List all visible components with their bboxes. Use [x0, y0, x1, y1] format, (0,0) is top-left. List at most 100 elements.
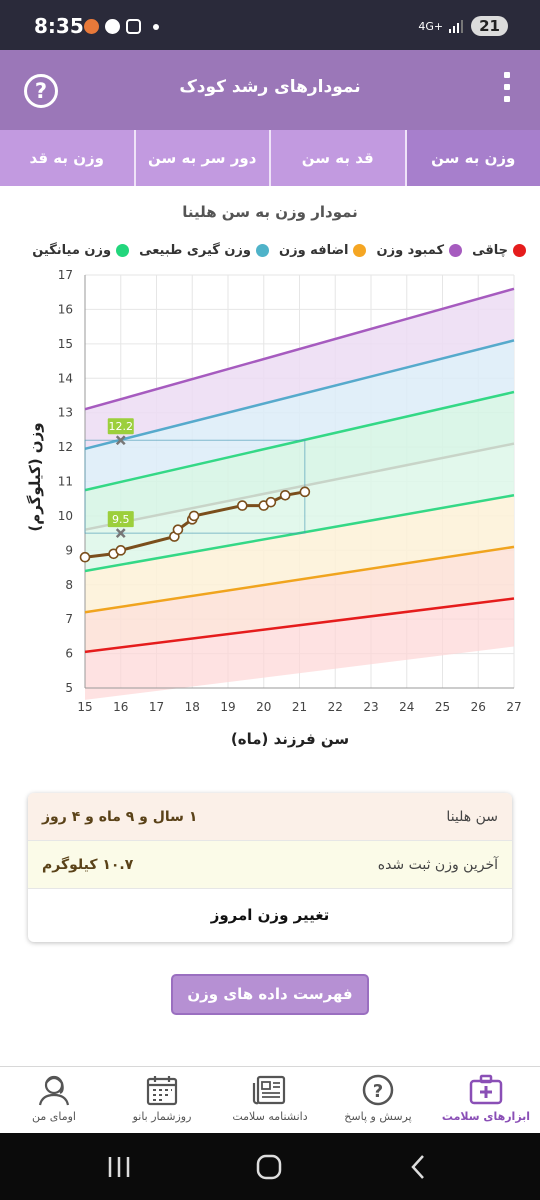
range-band [85, 495, 514, 613]
legend-item[interactable]: اضافه وزن [279, 243, 367, 258]
reference-line [84, 339, 515, 451]
reference-line [84, 287, 515, 411]
status-time: 8:35 [34, 14, 84, 38]
emoji-notification-icon [105, 19, 120, 34]
legend-item[interactable]: وزن گیری طبیعی [139, 243, 269, 258]
weight-list-button[interactable]: فهرست داده های وزن هلینا [171, 974, 369, 1040]
legend-item[interactable]: کمبود وزن [376, 243, 463, 258]
y-tick-label: 12 [58, 440, 73, 454]
question-icon: ? [362, 1074, 394, 1106]
legend-label: چاقی [472, 243, 508, 258]
y-tick-label: 10 [58, 509, 73, 523]
network-label: 4G+ [418, 19, 444, 33]
legend-label: وزن گیری طبیعی [139, 243, 251, 258]
app-bar: ? نمودارهای رشد کودک [0, 50, 540, 130]
y-tick-label: 13 [58, 406, 73, 420]
legend-dot [449, 244, 463, 257]
x-tick-label: 24 [399, 700, 414, 712]
x-tick-label: 20 [256, 700, 271, 712]
y-tick-label: 15 [58, 337, 73, 351]
legend-item[interactable]: وزن میانگین [32, 243, 130, 258]
y-tick-label: 14 [58, 371, 73, 385]
nav-profile[interactable]: اومای من [0, 1067, 108, 1133]
reference-line [84, 390, 515, 492]
y-tick-label: 11 [58, 475, 73, 489]
nav-calendar[interactable]: روزشمار بانو [108, 1067, 216, 1133]
marker-x-icon [115, 528, 126, 539]
range-band [85, 392, 514, 530]
notification-icons [84, 19, 159, 34]
x-tick-label: 17 [149, 700, 164, 712]
y-tick-label: 9 [65, 543, 73, 557]
app-notification-icon [84, 19, 99, 34]
tab-head-for-age[interactable]: دور سر به سن [133, 130, 270, 186]
marker-label-bg [107, 418, 134, 435]
nav-label: پرسش و پاسخ [344, 1110, 412, 1123]
x-tick-label: 19 [220, 700, 235, 712]
medical-kit-icon [469, 1074, 503, 1105]
x-axis-label: سن فرزند (ماه) [230, 730, 350, 748]
child-weight-point [299, 486, 311, 498]
y-tick-label: 6 [65, 647, 73, 661]
back-icon[interactable] [404, 1153, 434, 1181]
marker-label: 12.2 [109, 420, 134, 433]
x-tick-label: 23 [363, 700, 378, 712]
help-button[interactable]: ? [24, 74, 58, 108]
nav-label: ابزارهای سلامت [441, 1110, 531, 1123]
range-band [85, 340, 514, 491]
nav-questions[interactable]: ? پرسش و پاسخ [324, 1067, 432, 1133]
info-card: سن هلینا ۱ سال و ۹ ماه و ۴ روز آخرین وزن… [28, 793, 512, 942]
y-tick-label: 8 [65, 578, 73, 592]
nav-health-tools[interactable]: ابزارهای سلامت [432, 1067, 540, 1133]
tab-weight-for-height[interactable]: وزن به قد [29, 149, 104, 167]
x-tick-label: 21 [292, 700, 307, 712]
child-weight-point [79, 551, 91, 563]
instagram-icon [126, 19, 141, 34]
child-weight-point [237, 500, 248, 511]
nav-label: اومای من [32, 1110, 76, 1123]
overflow-menu-icon[interactable] [502, 72, 512, 108]
reference-line [84, 545, 515, 614]
x-tick-label: 18 [185, 700, 200, 712]
status-bar: 8:35 4G+ 21 [0, 0, 540, 50]
recent-apps-icon[interactable] [104, 1153, 134, 1181]
child-weight-point [279, 489, 291, 501]
marker-label-bg [107, 511, 134, 528]
legend-dot [513, 244, 526, 257]
x-tick-label: 26 [471, 700, 486, 712]
bottom-nav: ابزارهای سلامت ? پرسش و پاسخ دانشنامه سل… [0, 1066, 540, 1133]
home-icon[interactable] [254, 1153, 284, 1181]
weight-value: ۱۰.۷ کیلوگرم [42, 856, 134, 873]
y-axis-label: وزن (کیلوگرم) [26, 422, 44, 532]
tab-height-for-age[interactable]: قد به سن [269, 130, 405, 186]
range-band-lower [85, 598, 514, 700]
legend-item[interactable]: چاقی [472, 243, 526, 258]
marker-x-icon [115, 435, 126, 446]
calendar-icon [146, 1076, 178, 1106]
child-weight-point [172, 524, 184, 535]
x-tick-label: 16 [113, 700, 128, 712]
reference-line [84, 597, 515, 654]
range-band [85, 443, 514, 571]
x-tick-label: 22 [328, 700, 343, 712]
chart-title: نمودار وزن به سن هلینا [182, 203, 358, 221]
battery-indicator: 21 [471, 16, 508, 36]
tab-weight-for-age[interactable]: وزن به سن [404, 130, 540, 186]
system-nav-bar [0, 1133, 540, 1200]
age-label: سن هلینا [446, 808, 498, 825]
nav-label: دانشنامه سلامت [232, 1110, 308, 1123]
marker-label: 9.5 [112, 513, 130, 526]
y-tick-label: 17 [58, 268, 73, 282]
y-tick-label: 7 [65, 612, 73, 626]
child-weight-point [188, 510, 200, 522]
nav-encyclopedia[interactable]: دانشنامه سلامت [216, 1067, 324, 1133]
change-weight-button[interactable]: تغییر وزن امروز [210, 906, 330, 924]
child-weight-point [265, 496, 277, 508]
y-tick-label: 16 [58, 302, 73, 316]
legend-label: کمبود وزن [376, 243, 445, 258]
range-band [85, 288, 514, 449]
legend-dot [353, 244, 367, 257]
weight-label: آخرین وزن ثبت شده [377, 856, 498, 873]
weight-chart: 15 16 17 18 19 20 21 22 23 24 25 26 27 5 6 7 8 9 10 11 12 13 1… [58, 268, 522, 712]
y-tick-label: 5 [65, 681, 73, 695]
